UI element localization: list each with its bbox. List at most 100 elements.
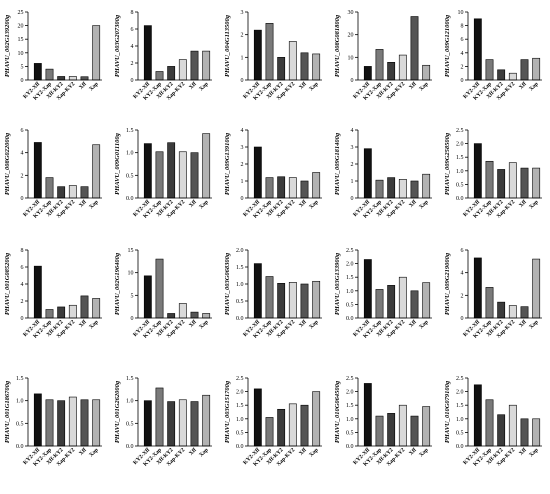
y-tick-label: 6 <box>461 37 464 43</box>
bar-xap-ky2 <box>68 304 77 319</box>
x-tick-label: Xap <box>88 447 99 458</box>
y-tick-label: 1.0 <box>126 399 134 405</box>
bar-xap <box>92 144 101 199</box>
x-tick-label: Xff <box>298 81 308 91</box>
bar-ky2-xap <box>45 309 54 319</box>
y-tick-label: 2.5 <box>456 128 464 134</box>
bar-xff <box>520 59 529 81</box>
bar-xff <box>410 180 419 199</box>
y-tick-label: 1 <box>351 179 354 185</box>
bar-xap-ky2 <box>68 76 77 81</box>
bar-chart-6: PHAVU_008G022000g0246KY2-XffKY2-XapXff-K… <box>4 128 102 220</box>
bar-xap <box>532 258 541 319</box>
bar-ky2-xap <box>265 417 274 447</box>
y-tick-label: 2.5 <box>236 376 244 382</box>
bar-xff-ky2 <box>497 414 506 447</box>
x-tick-label: Xff <box>78 447 88 457</box>
bar-xap-ky2 <box>68 396 77 447</box>
bar-xff-ky2 <box>387 413 396 447</box>
x-tick-label: Xff <box>518 319 528 329</box>
y-tick-label: 10 <box>18 51 24 57</box>
bar-xff-ky2 <box>387 285 396 319</box>
bar-xff <box>190 152 199 199</box>
y-tick-label: 2.5 <box>456 376 464 382</box>
y-tick-label: 20 <box>348 33 354 39</box>
y-tick-label: 1.5 <box>346 403 354 409</box>
y-tick-label: 4 <box>131 44 134 50</box>
x-tick-label: Xff <box>78 81 88 91</box>
x-tick-label: Xap <box>88 199 99 210</box>
y-tick-label: 0.5 <box>16 421 24 427</box>
y-tick-label: 5 <box>21 64 24 70</box>
y-tick-label: 25 <box>18 10 24 16</box>
y-tick-label: 0.0 <box>126 196 134 202</box>
y-tick-label: 1.5 <box>346 275 354 281</box>
bar-chart-5: PHAVU_009G121000g0246810KY2-XffKY2-XapXf… <box>444 10 542 102</box>
bar-ky2-xap <box>375 415 384 447</box>
y-axis-label: PHAVU_009G011100g <box>114 132 121 194</box>
x-tick-label: Xff <box>78 199 88 209</box>
bar-ky2-xap <box>155 151 164 199</box>
bar-ky2-xff <box>473 384 482 447</box>
bar-ky2-xff <box>143 275 152 319</box>
y-tick-label: 1 <box>241 55 244 61</box>
y-tick-label: 0 <box>241 196 244 202</box>
x-tick-label: Xap <box>308 447 319 458</box>
bar-xap <box>312 53 321 81</box>
y-tick-label: 2 <box>461 293 464 299</box>
bar-xap-ky2 <box>508 404 517 447</box>
y-tick-label: 1.5 <box>236 403 244 409</box>
bar-xff-ky2 <box>277 57 286 81</box>
bar-ky2-xff <box>363 66 372 81</box>
bar-xff-ky2 <box>57 76 66 81</box>
bar-xap <box>312 391 321 447</box>
bar-xap-ky2 <box>398 404 407 447</box>
x-tick-label: Xap <box>198 81 209 92</box>
bar-chart-16: PHAVU_001G186700g0.00.51.01.5KY2-XffKY2-… <box>4 376 102 468</box>
bar-xap <box>92 25 101 81</box>
y-tick-label: 0.5 <box>346 430 354 436</box>
bar-ky2-xap <box>265 177 274 199</box>
bar-xap-ky2 <box>398 54 407 81</box>
bar-xap-ky2 <box>178 303 187 319</box>
x-tick-label: Xap <box>308 81 319 92</box>
y-tick-label: 15 <box>128 248 134 254</box>
bar-xff-ky2 <box>277 408 286 447</box>
y-tick-label: 2 <box>21 299 24 305</box>
y-tick-label: 20 <box>18 24 24 30</box>
y-tick-label: 2.0 <box>456 390 464 396</box>
bar-ky2-xff <box>143 400 152 447</box>
bar-ky2-xff <box>253 388 262 447</box>
bar-xff <box>300 52 309 81</box>
y-tick-label: 0.5 <box>456 182 464 188</box>
bar-xap-ky2 <box>288 177 297 199</box>
x-tick-label: Xff <box>298 319 308 329</box>
y-tick-label: 0 <box>21 78 24 84</box>
y-tick-label: 1.5 <box>236 265 244 271</box>
y-tick-label: 0.0 <box>456 444 464 450</box>
bar-xff <box>410 415 419 447</box>
y-tick-label: 1.0 <box>456 169 464 175</box>
bar-chart-15: PHAVU_009G219000g0246KY2-XffKY2-XapXff-K… <box>444 248 542 340</box>
bar-xap <box>202 394 211 447</box>
bar-chart-12: PHAVU_002G196400g051015KY2-XffKY2-XapXff… <box>114 248 212 340</box>
bar-xap <box>92 298 101 319</box>
bar-ky2-xap <box>375 289 384 319</box>
x-tick-label: Xap <box>418 81 429 92</box>
bar-chart-20: PHAVU_010G079100g0.00.51.01.52.02.5KY2-X… <box>444 376 542 468</box>
y-tick-label: 4 <box>21 282 24 288</box>
y-tick-label: 0.5 <box>456 430 464 436</box>
x-tick-label: Xap <box>528 199 539 210</box>
y-tick-label: 2.0 <box>236 248 244 254</box>
bar-xap <box>202 133 211 199</box>
y-tick-label: 0 <box>461 78 464 84</box>
x-tick-label: Xff <box>188 319 198 329</box>
bar-xap <box>312 280 321 319</box>
y-tick-label: 4 <box>21 151 24 157</box>
bar-ky2-xap <box>375 49 384 81</box>
bar-ky2-xff <box>363 259 372 319</box>
y-axis-label: PHAVU_001G085200g <box>4 252 11 315</box>
bar-ky2-xap <box>45 68 54 81</box>
bar-xff-ky2 <box>167 66 176 81</box>
bar-ky2-xff <box>143 143 152 199</box>
